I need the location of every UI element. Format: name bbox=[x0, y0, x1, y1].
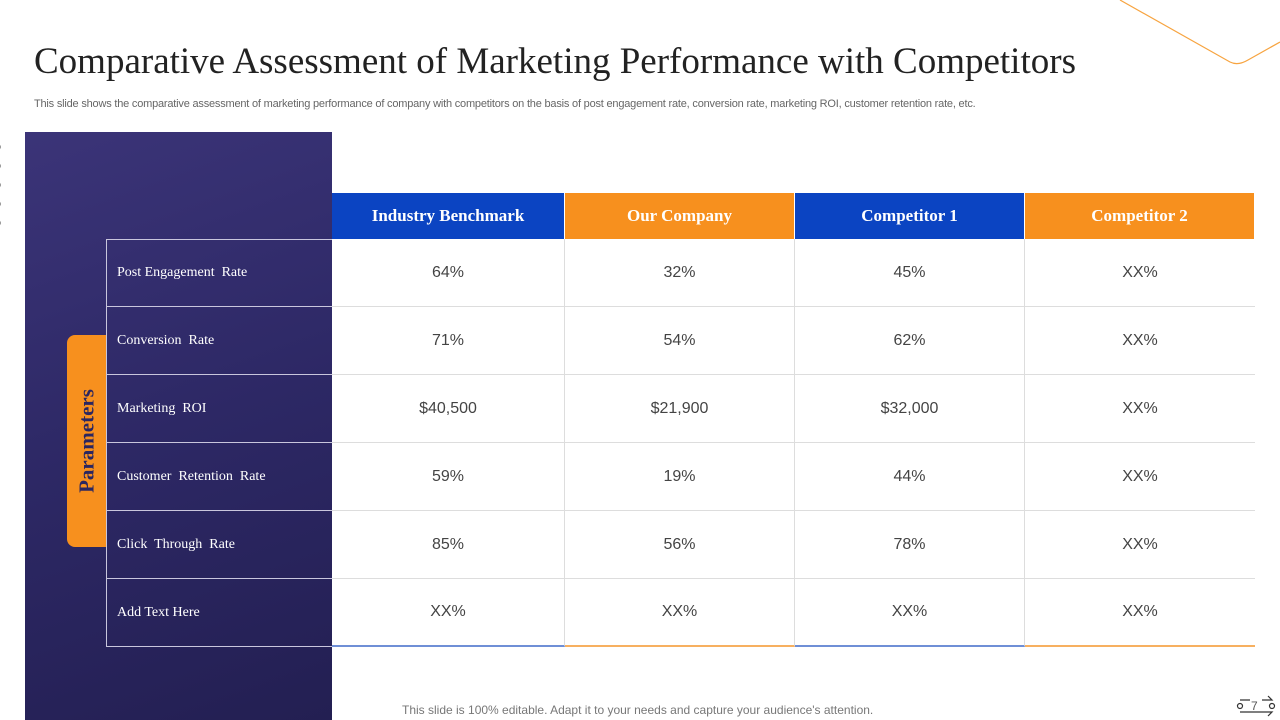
column-header: Our Company bbox=[565, 193, 794, 239]
footer-note: This slide is 100% editable. Adapt it to… bbox=[402, 703, 874, 717]
page-icon bbox=[1236, 695, 1276, 717]
column-header: Industry Benchmark bbox=[332, 193, 564, 239]
table-cell: XX% bbox=[1025, 307, 1255, 375]
sidebar-label: Parameters bbox=[74, 389, 99, 493]
table-cell: 19% bbox=[565, 443, 795, 511]
table-cell: XX% bbox=[1025, 443, 1255, 511]
table-cell: 64% bbox=[332, 239, 565, 307]
table-cell: 78% bbox=[795, 511, 1025, 579]
table-cell: XX% bbox=[565, 579, 795, 647]
table-cell: XX% bbox=[1025, 239, 1255, 307]
table-cell: XX% bbox=[795, 579, 1025, 647]
dot bbox=[12, 143, 21, 151]
table-cell: 56% bbox=[565, 511, 795, 579]
row-label: Conversion Rate bbox=[106, 307, 332, 375]
row-label: Click Through Rate bbox=[106, 511, 332, 579]
dot bbox=[12, 219, 21, 227]
row-label: Marketing ROI bbox=[106, 375, 332, 443]
corner-curve bbox=[1119, 0, 1280, 65]
dot bbox=[12, 200, 21, 208]
column-header: Competitor 1 bbox=[795, 193, 1024, 239]
table-cell: 45% bbox=[795, 239, 1025, 307]
table-cell: 62% bbox=[795, 307, 1025, 375]
table-cell: 44% bbox=[795, 443, 1025, 511]
table-cell: 54% bbox=[565, 307, 795, 375]
row-label: Customer Retention Rate bbox=[106, 443, 332, 511]
table-cell: XX% bbox=[332, 579, 565, 647]
table-cell: XX% bbox=[1025, 375, 1255, 443]
row-label: Add Text Here bbox=[106, 579, 332, 647]
table-cell: 59% bbox=[332, 443, 565, 511]
column-header: Competitor 2 bbox=[1025, 193, 1254, 239]
page-number: 7 bbox=[1251, 699, 1258, 713]
sidebar-tab bbox=[67, 335, 107, 547]
table-cell: XX% bbox=[1025, 511, 1255, 579]
subtitle: This slide shows the comparative assessm… bbox=[34, 98, 976, 110]
table-cell: 85% bbox=[332, 511, 565, 579]
dot bbox=[12, 181, 21, 189]
table-cell: 71% bbox=[332, 307, 565, 375]
table-cell: 32% bbox=[565, 239, 795, 307]
table-cell: $32,000 bbox=[795, 375, 1025, 443]
title: Comparative Assessment of Marketing Perf… bbox=[34, 41, 1076, 82]
dot bbox=[12, 162, 21, 170]
row-label: Post Engagement Rate bbox=[106, 239, 332, 307]
table-cell: XX% bbox=[1025, 579, 1255, 647]
table-cell: $21,900 bbox=[565, 375, 795, 443]
table-cell: $40,500 bbox=[332, 375, 565, 443]
